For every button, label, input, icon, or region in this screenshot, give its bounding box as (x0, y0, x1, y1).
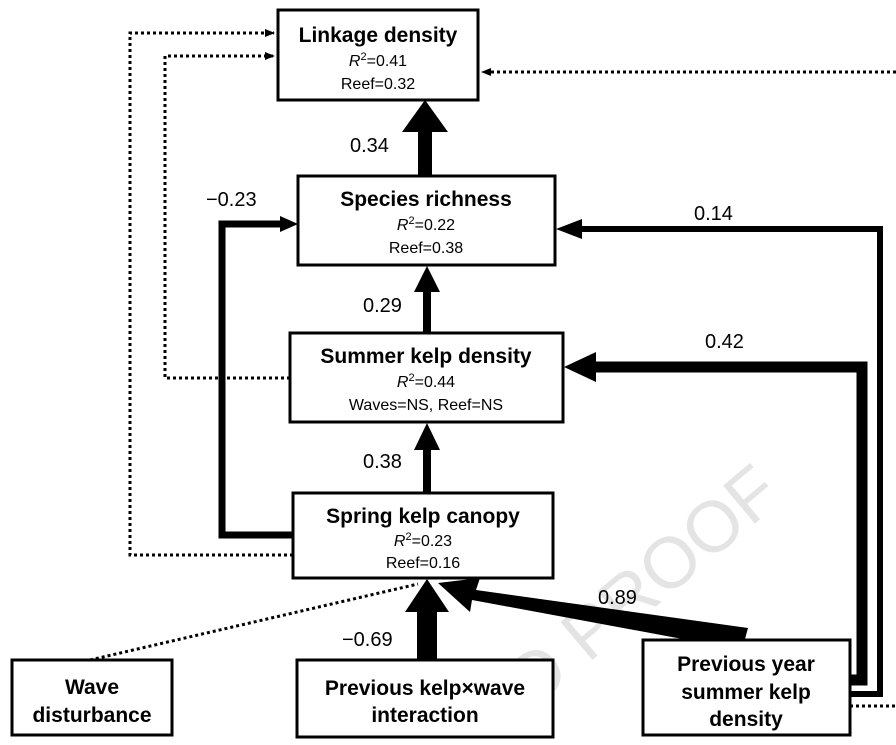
stat-value: =0.44 (415, 374, 456, 391)
edge-label: 0.29 (363, 295, 402, 317)
node-box (291, 491, 555, 580)
dotted-edge (128, 29, 293, 557)
r-exp: 2 (405, 531, 411, 543)
node-box (295, 658, 555, 739)
stat-value: =0.22 (415, 217, 456, 234)
stat-value: =0.41 (367, 53, 408, 70)
r-symbol: R (349, 53, 361, 70)
arrow (414, 266, 440, 333)
edge-label: 0.34 (350, 135, 389, 157)
node-title: Species richness (340, 188, 512, 211)
node: Species richness R2=0.22 Reef=0.38 (296, 174, 557, 267)
node-line: Previous year (677, 653, 815, 676)
edge (580, 226, 883, 697)
node-note: Reef=0.16 (386, 555, 460, 572)
node-line: disturbance (32, 704, 151, 727)
node-box (296, 174, 557, 267)
arrow (405, 579, 449, 660)
arrow (402, 100, 448, 176)
arrow (414, 423, 440, 493)
node: Spring kelp canopy R2=0.23 Reef=0.16 (291, 491, 555, 580)
arrowhead (280, 216, 298, 232)
node-line: density (709, 708, 783, 731)
node: Previous kelp×wave interaction (295, 658, 555, 739)
r-exp: 2 (360, 51, 366, 63)
edge (594, 361, 868, 686)
node-box (10, 658, 174, 737)
r-exp: 2 (408, 215, 414, 227)
node-line: Previous kelp×wave (325, 677, 525, 700)
node-stat: R2=0.44 (397, 372, 455, 391)
node: Previous year summer kelp density (641, 638, 852, 737)
node-box (288, 331, 565, 424)
arrowhead (564, 352, 596, 382)
node-line: summer kelp (681, 681, 811, 704)
node-note: Waves=NS, Reef=NS (349, 397, 503, 414)
edge-label: −0.69 (342, 629, 393, 651)
node: Linkage density R2=0.41 Reef=0.32 (276, 8, 480, 102)
edge-label: 0.89 (598, 587, 637, 609)
node: Summer kelp density R2=0.44 Waves=NS, Re… (288, 331, 565, 424)
node-stat: R2=0.22 (397, 215, 455, 234)
r-symbol: R (397, 374, 409, 391)
arrowhead (556, 219, 582, 239)
node-box (641, 638, 852, 737)
node-title: Linkage density (299, 24, 458, 47)
node-line: interaction (371, 704, 478, 727)
node: Wave disturbance (10, 658, 174, 737)
node-note: Reef=0.38 (389, 240, 463, 257)
node-title: Spring kelp canopy (326, 505, 520, 528)
node-stat: R2=0.41 (349, 51, 407, 70)
node-title: Summer kelp density (320, 345, 532, 368)
r-exp: 2 (408, 372, 414, 384)
edge-label: −0.23 (206, 189, 257, 211)
node-line: Wave (65, 676, 119, 699)
node-stat: R2=0.23 (394, 531, 452, 550)
dotted-edge (89, 582, 419, 662)
stat-value: =0.23 (412, 533, 453, 550)
r-symbol: R (394, 533, 406, 550)
dotted-edge (163, 52, 290, 380)
edge (218, 220, 293, 539)
node-box (276, 8, 480, 102)
node-note: Reef=0.32 (341, 76, 415, 93)
r-symbol: R (397, 217, 409, 234)
edge-label: 0.38 (363, 451, 402, 473)
edge-label: 0.42 (705, 331, 744, 353)
arrow (438, 578, 748, 650)
edge-label: 0.14 (694, 203, 733, 225)
